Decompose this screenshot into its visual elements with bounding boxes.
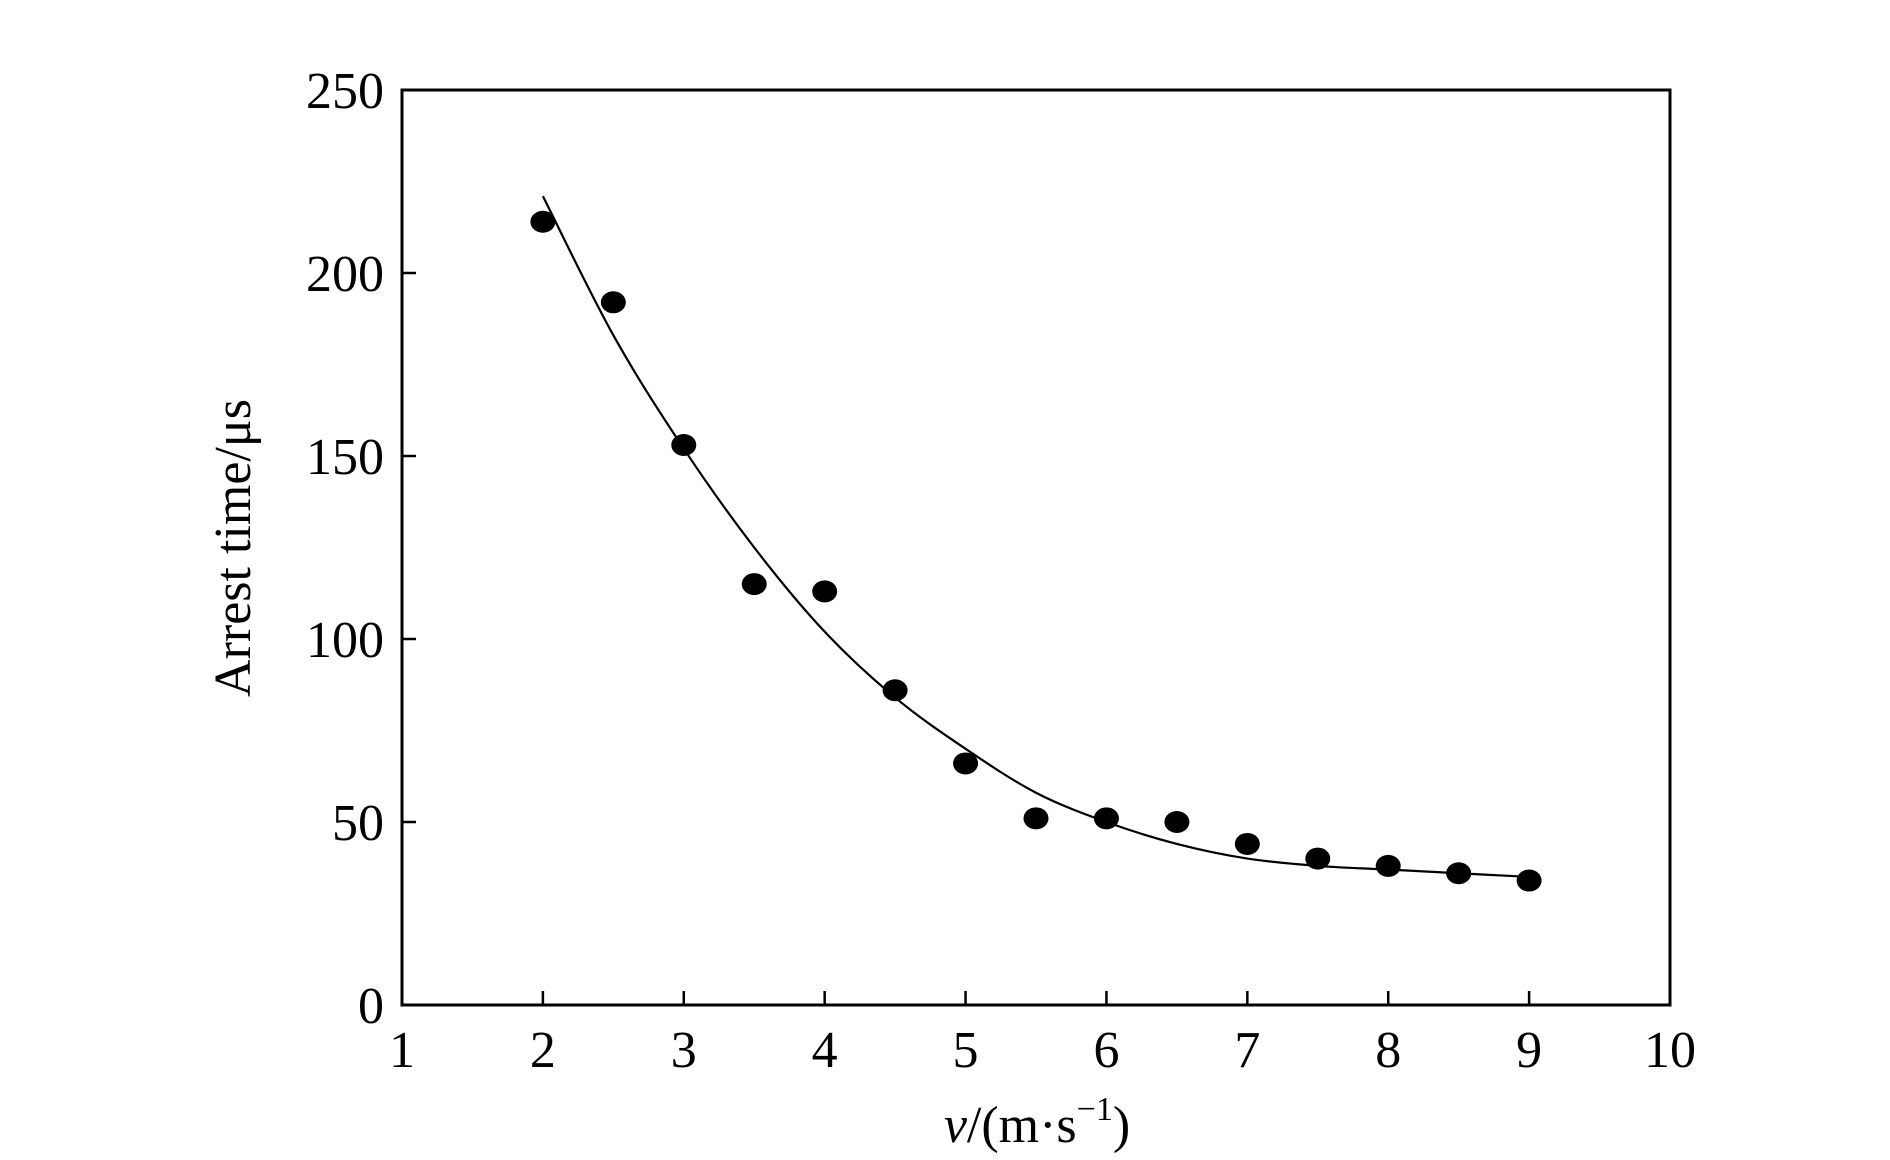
x-axis-title-unit: /(m·s — [967, 1097, 1077, 1154]
data-point — [1093, 807, 1119, 830]
data-point — [1234, 832, 1260, 855]
data-point — [530, 210, 556, 233]
data-point — [1023, 807, 1049, 830]
data-point — [671, 434, 697, 457]
y-tick-label: 200 — [306, 246, 384, 303]
x-tick-label: 4 — [812, 1022, 838, 1079]
y-tick-label: 250 — [306, 63, 384, 120]
x-tick-label: 8 — [1375, 1022, 1401, 1079]
x-tick-label: 3 — [671, 1022, 697, 1079]
plot-frame — [400, 88, 1672, 1007]
x-axis-title-close: ) — [1113, 1097, 1130, 1154]
data-point — [1375, 854, 1401, 877]
data-point — [812, 580, 838, 603]
data-point — [882, 679, 908, 702]
data-point — [1516, 869, 1542, 892]
y-axis-ticks: 0 50 100 150 200 250 — [306, 63, 416, 1035]
y-tick-label: 150 — [306, 429, 384, 486]
y-tick-label: 50 — [332, 795, 384, 852]
data-points — [530, 210, 1542, 892]
data-point — [741, 573, 767, 596]
x-tick-label: 10 — [1644, 1022, 1696, 1079]
fit-curve — [541, 195, 1530, 878]
x-tick-label: 7 — [1234, 1022, 1260, 1079]
x-tick-label: 2 — [530, 1022, 556, 1079]
x-tick-label: 5 — [953, 1022, 979, 1079]
x-axis-title-sup: −1 — [1077, 1091, 1113, 1128]
y-tick-label: 100 — [306, 612, 384, 669]
data-point — [1164, 811, 1190, 833]
x-tick-label: 6 — [1093, 1022, 1119, 1079]
data-point — [600, 291, 626, 314]
data-point — [1446, 862, 1472, 885]
x-axis-title-var: v — [944, 1097, 968, 1154]
y-axis-title: Arrest time/μs — [205, 399, 262, 697]
y-tick-label: 0 — [358, 978, 384, 1035]
x-axis-ticks: 1 2 3 4 5 6 7 8 9 10 — [389, 991, 1696, 1079]
data-point — [1305, 847, 1331, 870]
x-tick-label: 9 — [1516, 1022, 1542, 1079]
x-axis-title: v/(m·s−1) — [944, 1091, 1130, 1154]
x-tick-label: 1 — [389, 1022, 415, 1079]
data-point — [953, 752, 979, 775]
